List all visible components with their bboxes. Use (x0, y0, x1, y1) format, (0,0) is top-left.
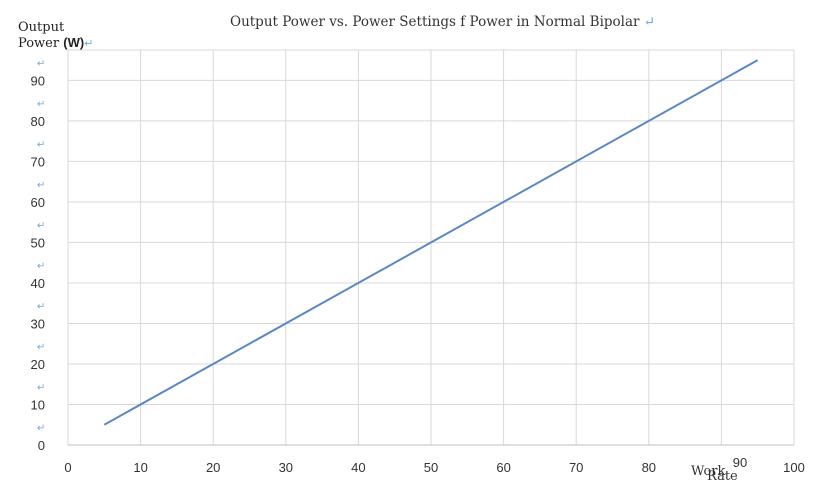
axes (67, 50, 794, 446)
x-tick-labels: 0 10 20 30 40 50 60 70 80 100 (64, 460, 804, 475)
x-tick-label: 60 (496, 460, 510, 475)
y-tick-label: 40 (31, 276, 45, 291)
y-axis-label-text: Power (18, 36, 60, 51)
x-tick-label: 80 (642, 460, 656, 475)
x-extra-label: 90 (733, 455, 747, 470)
return-mark: ↵ (37, 301, 45, 312)
return-mark: ↵ (37, 423, 45, 434)
y-tick-label: 30 (31, 316, 45, 331)
x-axis-label-line1: Work (691, 464, 726, 479)
x-tick-label: 0 (64, 460, 71, 475)
x-tick-label: 30 (279, 460, 293, 475)
y-tick-label: 70 (31, 154, 45, 169)
x-tick-label: 50 (424, 460, 438, 475)
return-mark: ↵ (37, 99, 45, 110)
return-mark: ↵ (37, 220, 45, 231)
return-mark: ↵ (639, 14, 655, 30)
return-mark: ↵ (84, 37, 93, 50)
y-axis-label-unit: (W) (63, 35, 84, 50)
y-axis-label-line1: Output (18, 20, 65, 35)
y-tick-label: 20 (31, 357, 45, 372)
return-mark: ↵ (37, 342, 45, 353)
grid (68, 49, 795, 445)
y-tick-label: 90 (31, 73, 45, 88)
return-mark: ↵ (37, 139, 45, 150)
y-tick-labels: 0 ↵ 10 ↵ 20 ↵ 30 ↵ 40 ↵ 50 ↵ 60 ↵ 70 ↵ 80 ↵ 90 ↵ (31, 58, 46, 453)
x-tick-label: 100 (783, 460, 805, 475)
series-layer (103, 59, 759, 426)
x-tick-label: 20 (206, 460, 220, 475)
return-mark: ↵ (37, 58, 45, 69)
y-tick-label: 0 (38, 438, 45, 453)
return-mark: ↵ (37, 261, 45, 272)
chart-title: Output Power vs. Power Settings f Power … (230, 14, 655, 30)
return-mark: ↵ (37, 180, 45, 191)
x-tick-label: 40 (351, 460, 365, 475)
y-tick-label: 10 (31, 397, 45, 412)
series-line (103, 59, 759, 426)
x-axis-label-line2: Rate (707, 469, 738, 484)
y-tick-label: 50 (31, 235, 45, 250)
x-tick-label: 10 (133, 460, 147, 475)
return-mark: ↵ (37, 382, 45, 393)
y-axis-label-line2: Power (W)↵ (18, 35, 93, 51)
y-tick-label: 60 (31, 195, 45, 210)
x-tick-label: 70 (569, 460, 583, 475)
y-tick-label: 80 (31, 114, 45, 129)
